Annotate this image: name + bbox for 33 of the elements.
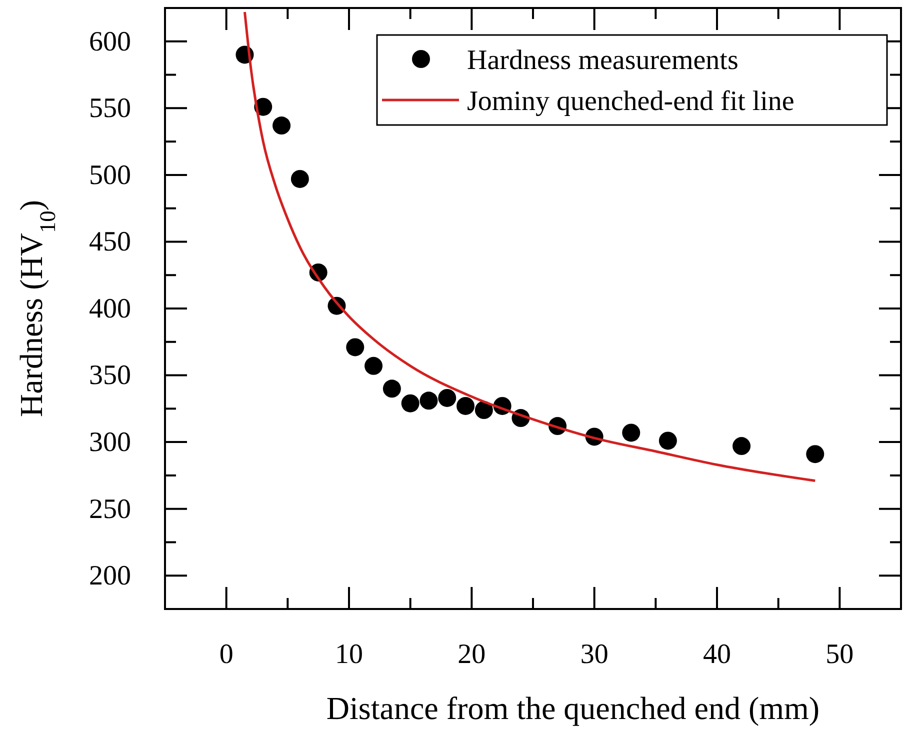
- y-tick-label: 450: [89, 226, 131, 258]
- x-tick-label: 30: [580, 638, 608, 670]
- point: [474, 401, 493, 419]
- x-tick-label: 0: [219, 638, 234, 670]
- point: [438, 388, 456, 407]
- legend-label: Jominy quenched-end fit line: [467, 86, 794, 117]
- y-tick-label: 250: [89, 494, 131, 525]
- line-series: [243, 10, 816, 482]
- x-tick-label: 40: [703, 638, 731, 670]
- y-tick-label: 300: [89, 427, 131, 458]
- y-tick-label: 350: [89, 360, 131, 392]
- point: [364, 356, 383, 375]
- legend-label: Hardness measurements: [467, 44, 738, 76]
- point: [346, 338, 364, 356]
- point: [732, 437, 751, 456]
- point: [658, 432, 677, 450]
- x-tick-label: 10: [335, 638, 363, 670]
- point: [456, 396, 475, 415]
- x-tick-label: 20: [458, 638, 486, 670]
- y-tick-label: 400: [89, 293, 131, 324]
- point: [806, 445, 824, 464]
- y-tick-label: 550: [89, 93, 131, 124]
- y-tick-label: 200: [89, 560, 131, 592]
- point: [272, 116, 291, 135]
- y-tick-label: 600: [89, 26, 131, 58]
- point: [382, 380, 401, 398]
- point: [420, 392, 438, 410]
- point: [622, 424, 640, 442]
- x-axis-title: Distance from the quenched end (mm): [326, 690, 820, 726]
- point: [290, 170, 309, 188]
- point: [401, 394, 420, 412]
- y-tick-label: 500: [89, 160, 131, 191]
- x-tick-label: 50: [826, 638, 854, 670]
